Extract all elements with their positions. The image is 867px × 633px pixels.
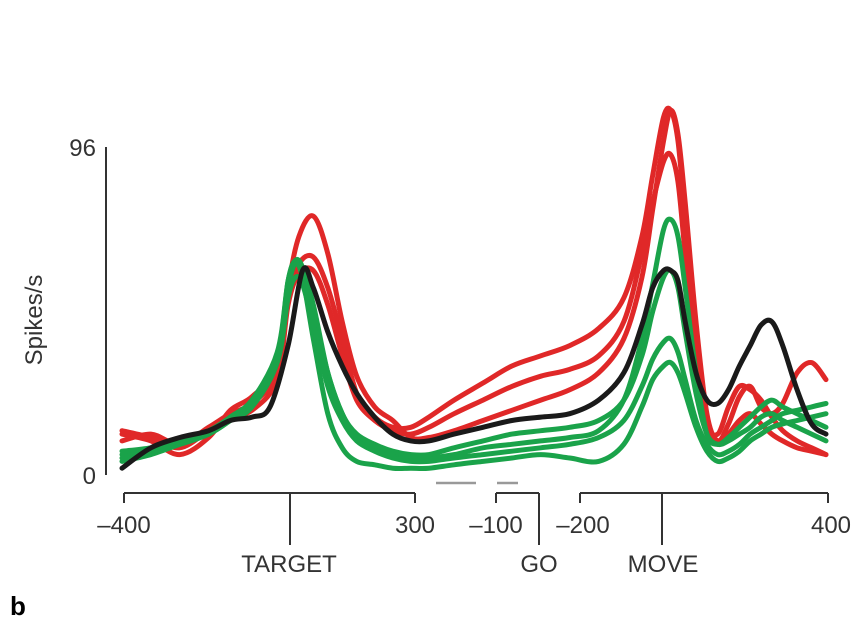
series-layer bbox=[119, 105, 829, 471]
y-tick-label-max: 96 bbox=[69, 135, 96, 162]
event-label-move: MOVE bbox=[628, 551, 699, 578]
x-tick-label: –400 bbox=[97, 512, 150, 539]
x-tick-label: 300 bbox=[395, 512, 435, 539]
event-label-go: GO bbox=[520, 551, 557, 578]
x-tick-label: –200 bbox=[556, 512, 609, 539]
x-tick-label: 400 bbox=[811, 512, 851, 539]
black-trace-8 bbox=[119, 265, 829, 471]
y-tick-label-zero: 0 bbox=[83, 463, 96, 490]
red-trace-3 bbox=[119, 150, 829, 458]
x-tick-label: –100 bbox=[469, 512, 522, 539]
event-label-target: TARGET bbox=[241, 551, 337, 578]
y-axis-title: Spikes/s bbox=[21, 275, 48, 366]
panel-label: b bbox=[10, 591, 26, 621]
green-trace-7 bbox=[119, 260, 829, 471]
